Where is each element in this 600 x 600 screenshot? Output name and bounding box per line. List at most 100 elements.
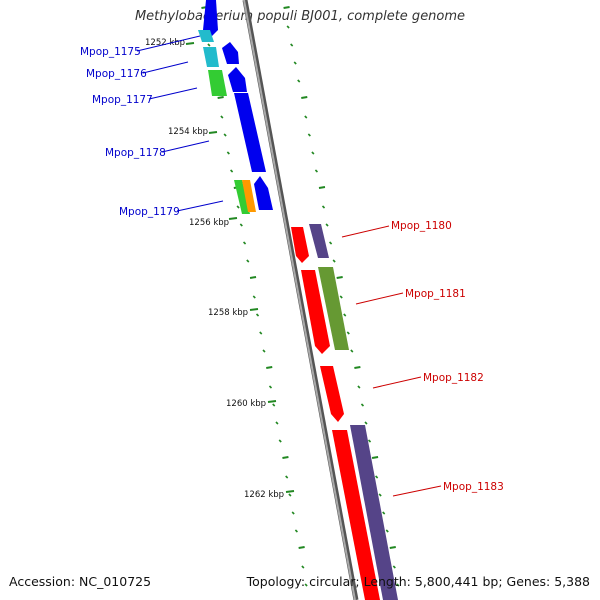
tick-mark [223, 133, 227, 137]
tick-mark [285, 475, 289, 479]
tick-mark [339, 295, 343, 299]
tick-mark [242, 241, 247, 245]
tick-mark [346, 331, 350, 335]
gene-arrow-1181[interactable] [301, 270, 330, 354]
tick-mark [268, 385, 273, 389]
gene-arrow-1179[interactable] [254, 176, 273, 210]
tick-mark [239, 223, 243, 227]
tick-mark [396, 583, 400, 587]
gene-label-mpop-1175[interactable]: Mpop_1175 [80, 46, 141, 58]
tick-mark [249, 276, 257, 279]
reverse-strand-genes [291, 224, 398, 600]
gene-arrow-1177[interactable] [228, 67, 247, 92]
tick-mark [382, 511, 386, 515]
tick-mark [375, 475, 379, 479]
tick-mark [294, 529, 298, 533]
tick-mark [314, 169, 318, 173]
tick-mark [255, 313, 260, 317]
gene-label-mpop-1177[interactable]: Mpop_1177 [92, 94, 153, 106]
gene-cog-cyan-1175[interactable] [198, 30, 214, 42]
tick-mark [364, 421, 368, 425]
scale-label-1260: 1260 kbp [226, 399, 266, 409]
tick-mark [304, 115, 308, 119]
tick-mark [246, 259, 250, 263]
tick-mark [392, 565, 396, 569]
tick-mark [298, 546, 305, 549]
tick-mark [236, 205, 240, 209]
gene-label-mpop-1181[interactable]: Mpop_1181 [405, 288, 466, 300]
map-title: Methylobacterium populi BJ001, complete … [134, 9, 466, 24]
scale-label-1252: 1252 kbp [145, 38, 185, 48]
tick-mark [297, 79, 301, 83]
scale-ticks-right [283, 6, 400, 587]
tick-mark [282, 456, 289, 459]
tick-mark [321, 205, 326, 209]
tick-mark [266, 366, 273, 369]
tick-mark [360, 403, 365, 407]
gene-arrow-1182[interactable] [320, 366, 344, 422]
gene-cog-purple-1183[interactable] [350, 425, 398, 600]
tick-mark [318, 186, 326, 189]
tick-mark [259, 331, 263, 335]
gene-label-mpop-1179[interactable]: Mpop_1179 [119, 206, 180, 218]
tick-mark [290, 43, 294, 47]
gene-arrow-1180[interactable] [291, 227, 309, 263]
tick-mark [283, 6, 290, 9]
gene-label-mpop-1176[interactable]: Mpop_1176 [86, 68, 147, 80]
tick-mark [350, 349, 354, 353]
gene-cog-green-1179[interactable] [234, 180, 250, 214]
gene-arrow-1175a[interactable] [203, 0, 218, 38]
tick-mark [325, 223, 329, 227]
gene-label-mpop-1180[interactable]: Mpop_1180 [391, 220, 452, 232]
gene-cog-purple-1180[interactable] [309, 224, 329, 258]
tick-mark [354, 366, 361, 369]
gene-cog-cyan-1176[interactable] [203, 47, 219, 67]
tick-mark [278, 439, 282, 443]
tick-mark [291, 511, 295, 515]
gene-arrow-1176[interactable] [222, 42, 239, 64]
tick-mark [272, 403, 276, 407]
tick-mark [357, 385, 361, 389]
tick-mark [343, 313, 347, 317]
tick-mark [378, 493, 382, 497]
tick-mark [301, 565, 305, 569]
genome-backbone-highlight [243, 0, 356, 600]
tick-mark [293, 61, 297, 65]
scale-label-1262: 1262 kbp [244, 490, 284, 500]
scale-labels: 1252 kbp 1254 kbp 1256 kbp 1258 kbp 1260… [145, 38, 295, 500]
genome-summary-text: Topology: circular; Length: 5,800,441 bp… [246, 574, 590, 589]
tick-mark [301, 96, 308, 99]
tick-mark [217, 96, 224, 99]
scale-label-1258: 1258 kbp [208, 308, 248, 318]
tick-mark [385, 529, 389, 533]
gene-label-mpop-1182[interactable]: Mpop_1182 [423, 372, 484, 384]
tick-mark [286, 25, 290, 29]
tick-mark [336, 276, 343, 279]
right-gene-labels: Mpop_1180 Mpop_1181 Mpop_1182 Mpop_1183 [341, 220, 504, 497]
tick-mark [329, 241, 333, 245]
scale-label-1254: 1254 kbp [168, 127, 208, 137]
accession-text: Accession: NC_010725 [9, 574, 152, 589]
tick-mark [371, 456, 379, 459]
tick-mark [389, 546, 396, 549]
tick-mark [311, 151, 315, 155]
gene-cog-olive-1181[interactable] [318, 267, 349, 350]
tick-mark [332, 259, 336, 263]
gene-label-mpop-1183[interactable]: Mpop_1183 [443, 481, 504, 493]
tick-mark [307, 133, 311, 137]
gene-arrow-1178[interactable] [234, 93, 266, 172]
gene-cog-green-1177[interactable] [208, 70, 227, 96]
gene-arrow-1183[interactable] [332, 430, 380, 600]
gene-label-mpop-1178[interactable]: Mpop_1178 [105, 147, 166, 159]
scale-label-1256: 1256 kbp [189, 218, 229, 228]
tick-mark [304, 583, 308, 587]
gene-cog-orange-1179[interactable] [242, 180, 256, 212]
tick-mark [288, 493, 292, 497]
forward-strand-genes [198, 0, 273, 214]
tick-mark [262, 349, 266, 353]
tick-mark [207, 43, 211, 47]
left-gene-labels: Mpop_1175 Mpop_1176 Mpop_1177 Mpop_1178 … [80, 35, 224, 218]
tick-mark [226, 151, 230, 155]
tick-mark [220, 115, 224, 119]
